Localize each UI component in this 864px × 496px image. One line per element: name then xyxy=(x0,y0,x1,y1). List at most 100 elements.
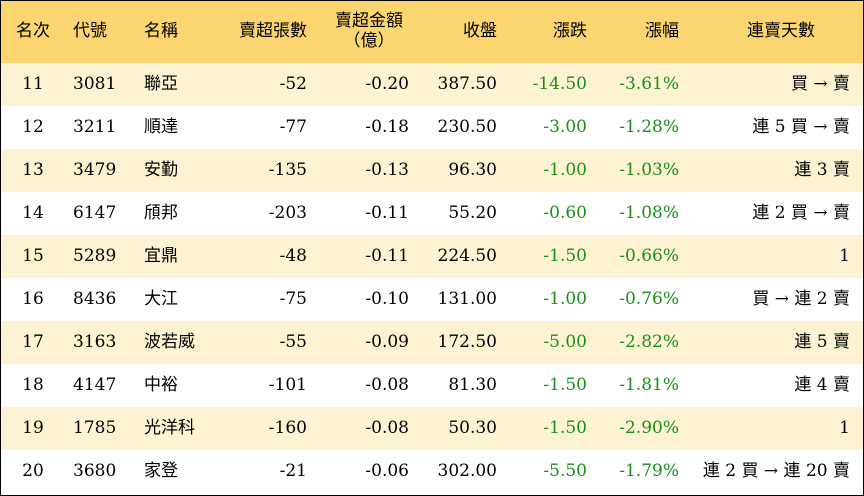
rank-cell: 20 xyxy=(22,460,44,481)
header-streak-days: 連賣天數 xyxy=(747,21,815,42)
code-cell: 3211 xyxy=(73,116,117,137)
streak-days-cell: 連 3 賣 xyxy=(794,159,850,180)
code-cell: 6147 xyxy=(73,202,117,223)
rank-cell: 17 xyxy=(22,331,44,352)
net-sell-sheets-cell: -160 xyxy=(268,417,307,438)
change-pct-cell: -1.03% xyxy=(619,159,679,180)
header-name: 名稱 xyxy=(144,21,178,42)
net-sell-sheets-cell: -75 xyxy=(279,288,307,309)
table-row: 17 3163 波若威 -55 -0.09 172.50 -5.00 -2.82% 連 5 賣 xyxy=(1,321,863,364)
net-sell-amount-cell: -0.10 xyxy=(365,288,409,309)
net-sell-sheets-cell: -21 xyxy=(279,460,307,481)
close-cell: 131.00 xyxy=(437,288,497,309)
header-net-sell-amount: 賣超金額 （億） xyxy=(307,12,409,51)
change-pct-cell: -2.82% xyxy=(619,331,679,352)
streak-days-cell: 買 → 賣 xyxy=(790,73,850,94)
streak-days-cell: 連 2 買 → 連 20 賣 xyxy=(702,460,850,481)
code-cell: 3479 xyxy=(73,159,117,180)
streak-days-cell: 1 xyxy=(839,417,850,438)
table-row: 14 6147 頎邦 -203 -0.11 55.20 -0.60 -1.08% 連 2 買 →… xyxy=(1,192,863,235)
table-row: 18 4147 中裕 -101 -0.08 81.30 -1.50 -1.81% 連 4 賣 xyxy=(1,364,863,407)
header-change-pct: 漲幅 xyxy=(645,21,679,42)
header-close: 收盤 xyxy=(463,21,497,42)
table-row: 19 1785 光洋科 -160 -0.08 50.30 -1.50 -2.90% 1 xyxy=(1,407,863,450)
change-pct-cell: -1.28% xyxy=(619,116,679,137)
name-cell: 家登 xyxy=(144,460,178,481)
table-row: 11 3081 聯亞 -52 -0.20 387.50 -14.50 -3.61% 買 → 賣 xyxy=(1,63,863,106)
name-cell: 頎邦 xyxy=(144,202,178,223)
net-sell-sheets-cell: -203 xyxy=(268,202,307,223)
close-cell: 224.50 xyxy=(437,245,497,266)
change-pct-cell: -1.08% xyxy=(619,202,679,223)
net-sell-amount-cell: -0.13 xyxy=(365,159,409,180)
change-cell: -5.50 xyxy=(543,460,587,481)
name-cell: 聯亞 xyxy=(144,73,178,94)
change-pct-cell: -0.66% xyxy=(619,245,679,266)
table-row: 20 3680 家登 -21 -0.06 302.00 -5.50 -1.79% 連 2 買 →… xyxy=(1,450,863,493)
change-pct-cell: -1.81% xyxy=(619,374,679,395)
streak-days-cell: 1 xyxy=(839,245,850,266)
net-sell-amount-cell: -0.08 xyxy=(365,417,409,438)
header-net-sell-amount-unit: （億） xyxy=(343,31,395,51)
close-cell: 302.00 xyxy=(437,460,497,481)
change-cell: -3.00 xyxy=(543,116,587,137)
change-pct-cell: -1.79% xyxy=(619,460,679,481)
change-cell: -5.00 xyxy=(543,331,587,352)
name-cell: 順達 xyxy=(144,116,178,137)
rank-cell: 12 xyxy=(22,116,44,137)
change-cell: -1.00 xyxy=(543,288,587,309)
net-sell-sheets-cell: -101 xyxy=(268,374,307,395)
close-cell: 55.20 xyxy=(448,202,497,223)
name-cell: 光洋科 xyxy=(144,417,195,438)
header-net-sell-amount-label: 賣超金額 xyxy=(335,11,403,32)
header-net-sell-sheets: 賣超張數 xyxy=(239,21,307,42)
code-cell: 3163 xyxy=(73,331,117,352)
name-cell: 宜鼎 xyxy=(144,245,178,266)
net-sell-sheets-cell: -135 xyxy=(268,159,307,180)
close-cell: 172.50 xyxy=(437,331,497,352)
net-sell-sheets-cell: -52 xyxy=(279,73,307,94)
header-code: 代號 xyxy=(73,21,107,42)
header-change: 漲跌 xyxy=(553,21,587,42)
change-cell: -1.50 xyxy=(543,374,587,395)
table-row: 15 5289 宜鼎 -48 -0.11 224.50 -1.50 -0.66% 1 xyxy=(1,235,863,278)
close-cell: 230.50 xyxy=(437,116,497,137)
streak-days-cell: 連 4 賣 xyxy=(794,374,850,395)
streak-days-cell: 買 → 連 2 賣 xyxy=(752,288,850,309)
table-row: 13 3479 安勤 -135 -0.13 96.30 -1.00 -1.03% 連 3 賣 xyxy=(1,149,863,192)
code-cell: 8436 xyxy=(73,288,117,309)
rank-cell: 18 xyxy=(22,374,44,395)
change-cell: -1.00 xyxy=(543,159,587,180)
code-cell: 3081 xyxy=(73,73,117,94)
close-cell: 387.50 xyxy=(437,73,497,94)
name-cell: 中裕 xyxy=(144,374,178,395)
net-sell-sheets-cell: -55 xyxy=(279,331,307,352)
net-sell-amount-cell: -0.18 xyxy=(365,116,409,137)
rank-cell: 15 xyxy=(22,245,44,266)
net-sell-sheets-cell: -48 xyxy=(279,245,307,266)
net-sell-sheets-cell: -77 xyxy=(279,116,307,137)
table-header: 名次 代號 名稱 賣超張數 賣超金額 （億） 收盤 漲跌 漲幅 連賣天數 xyxy=(1,1,863,63)
code-cell: 4147 xyxy=(73,374,117,395)
table-row: 12 3211 順達 -77 -0.18 230.50 -3.00 -1.28% 連 5 買 →… xyxy=(1,106,863,149)
name-cell: 安勤 xyxy=(144,159,178,180)
code-cell: 3680 xyxy=(73,460,117,481)
close-cell: 96.30 xyxy=(448,159,497,180)
rank-cell: 14 xyxy=(22,202,44,223)
streak-days-cell: 連 2 買 → 賣 xyxy=(752,202,850,223)
change-pct-cell: -3.61% xyxy=(619,73,679,94)
close-cell: 81.30 xyxy=(448,374,497,395)
net-sell-amount-cell: -0.20 xyxy=(365,73,409,94)
name-cell: 波若威 xyxy=(144,331,195,352)
net-sell-amount-cell: -0.08 xyxy=(365,374,409,395)
change-pct-cell: -2.90% xyxy=(619,417,679,438)
net-sell-amount-cell: -0.11 xyxy=(365,245,409,266)
table-row: 16 8436 大江 -75 -0.10 131.00 -1.00 -0.76% 買 → 連 2… xyxy=(1,278,863,321)
rank-cell: 16 xyxy=(22,288,44,309)
rank-cell: 13 xyxy=(22,159,44,180)
change-cell: -1.50 xyxy=(543,417,587,438)
net-sell-amount-cell: -0.06 xyxy=(365,460,409,481)
rank-cell: 19 xyxy=(22,417,44,438)
